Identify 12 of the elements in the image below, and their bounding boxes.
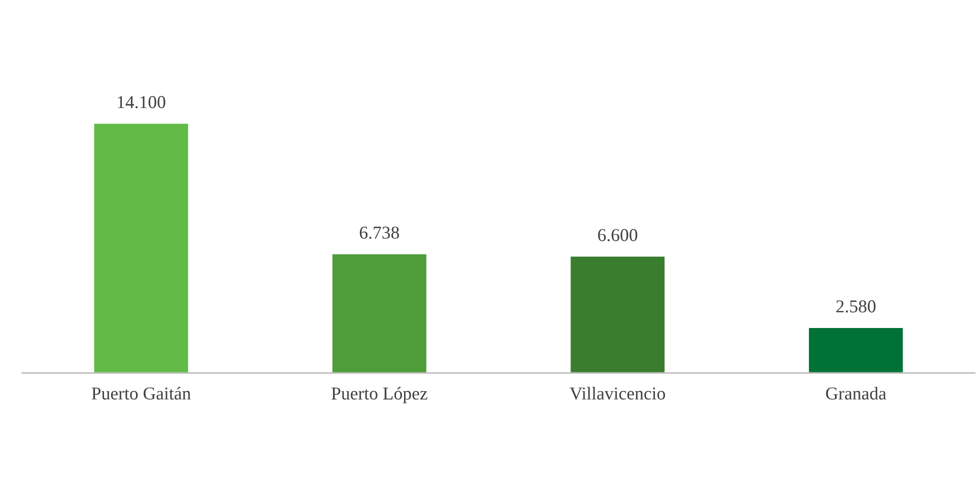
x-tick-label: Granada [826,386,886,400]
bar [92,122,190,373]
x-tick-label: Puerto López [332,386,428,404]
x-tick-label: Villavicencio [570,386,666,400]
data-label: 2.580 [836,300,876,313]
bar [331,252,428,373]
data-label: 14.100 [118,96,166,108]
data-label: 6.600 [598,229,638,242]
x-tick-label: Puerto Gaitán [92,386,191,400]
bar [808,326,904,373]
bar [569,255,666,373]
data-label: 6.738 [360,226,399,239]
